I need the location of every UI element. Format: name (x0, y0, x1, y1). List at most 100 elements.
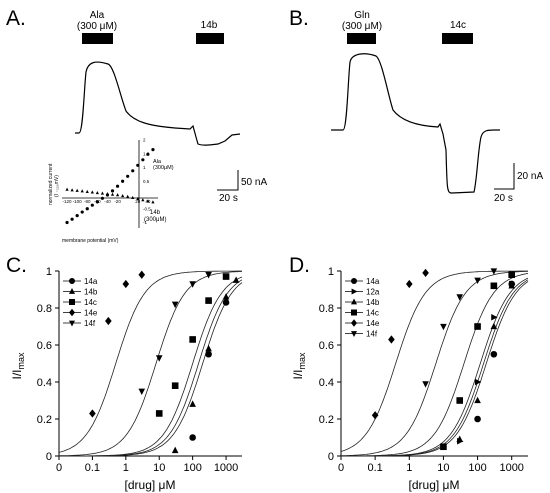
inset-point (136, 163, 140, 167)
d-y-tick-label: 0.4 (319, 377, 334, 389)
inset-point (95, 190, 99, 195)
c-legend-marker (69, 288, 75, 294)
gln-bar-label: Gln (354, 10, 370, 21)
d-legend-label: 12a (366, 288, 380, 297)
c-point (189, 434, 196, 441)
inset-point (115, 184, 120, 188)
d-point (474, 396, 481, 404)
d-point (474, 378, 482, 386)
c-legend-label: 14f (84, 319, 96, 328)
d-fit-curve (340, 273, 529, 457)
c-y-ticks: 0 0.2 0.4 0.6 0.8 1 (37, 266, 59, 463)
d-y-tick-label: 0.6 (319, 340, 334, 352)
c-point (222, 293, 230, 300)
inset-point (100, 196, 105, 200)
inset-point (70, 188, 74, 192)
c-legend-label: 14c (84, 298, 97, 307)
c-y-tick-label: 0.6 (37, 340, 52, 352)
c-point (189, 281, 196, 288)
c-y-label-sub: max (16, 352, 26, 370)
panel-letter-d: D. (289, 254, 310, 277)
inset-y-tick-label: 1.5 (143, 151, 150, 156)
inset-point (121, 193, 125, 198)
d-legend-marker (351, 319, 357, 327)
d-point (490, 350, 498, 358)
d-point (422, 268, 429, 277)
inset-y-label: normalized current (48, 163, 54, 205)
c-point (205, 272, 212, 279)
d-x-label: [drug] μM (409, 478, 460, 492)
inset-point (126, 194, 130, 198)
inset-point (85, 189, 89, 193)
d-legend-marker (351, 278, 357, 284)
c-fit-curves (58, 270, 243, 457)
inset-point (141, 158, 145, 162)
gln-current-trace (331, 53, 500, 194)
d-legend-marker (351, 309, 357, 316)
d-point (474, 277, 481, 285)
c-x-tick-label: 0 (56, 462, 62, 474)
inset-point (151, 200, 155, 204)
d-y-tick-label: 1 (328, 266, 334, 278)
d-y-label: I/Imax (291, 352, 307, 380)
d-fit-curve (340, 270, 528, 452)
ala-bar-label: Ala (90, 10, 105, 21)
inset-x-tick-label: -40 (104, 199, 111, 204)
d-point (508, 282, 516, 289)
d-legend-marker (351, 298, 357, 305)
inset-y-tick-label: 1 (143, 165, 146, 170)
c-point (138, 270, 146, 279)
inset-point (121, 179, 125, 183)
inset-point (75, 214, 79, 218)
chart-c: 00.20.40.60.81 0 0.1 1 10 100 1000 14a14b14c1… (10, 266, 243, 492)
c-y-tick-label: 1 (46, 266, 52, 278)
c-y-tick-label: 0 (46, 451, 52, 463)
c-y-tick-label: 0.2 (37, 414, 52, 426)
panel-letter-a: A. (6, 7, 26, 30)
d-x-tick-label: 0.1 (367, 462, 382, 474)
c-data-marks (89, 270, 240, 454)
d-x-tick-label: 100 (468, 462, 486, 474)
inset-x-tick-label: -100 (73, 199, 83, 204)
inset-point (75, 188, 79, 192)
inset-point (110, 189, 115, 193)
c-point (105, 316, 112, 326)
c-point (232, 276, 240, 283)
inset-y-tick-label: -1 (143, 220, 147, 225)
inset-point (90, 203, 94, 207)
d-y-tick-label: 0 (328, 451, 334, 463)
d-point (456, 294, 464, 301)
c-point (222, 273, 230, 280)
inset-y-tick-label: -0.5 (143, 206, 151, 211)
inset-x-label: membrane potential (mV) (62, 238, 119, 244)
c-point (189, 336, 196, 343)
inset-point (146, 152, 150, 156)
d-legend-label: 14f (366, 330, 378, 339)
inset-14b-concentration: (300μM) (144, 217, 166, 223)
inset-point (131, 169, 135, 173)
c-point (155, 410, 163, 417)
iv-inset: -120-100-80-60-40-202040 21.510.5-0.5-1 … (48, 138, 174, 245)
d-point (371, 411, 379, 420)
inset-point (90, 190, 94, 194)
inset-point (70, 217, 74, 221)
c-point (89, 409, 96, 418)
panel-letter-c: C. (6, 254, 27, 277)
14b-application-bar (196, 33, 224, 44)
c-legend-label: 14a (84, 277, 98, 286)
inset-point (126, 174, 130, 178)
d-point (388, 335, 395, 344)
svg-text:I/Imax: I/Imax (10, 352, 26, 380)
d-legend-label: 14c (366, 309, 379, 318)
c-point (189, 400, 196, 407)
d-point (422, 381, 429, 388)
inset-x-tick-label: -20 (114, 199, 121, 204)
d-y-label-main: I/I (291, 370, 305, 380)
c-point (171, 301, 179, 309)
a-scale-time: 20 s (219, 193, 238, 204)
d-point (491, 313, 498, 321)
inset-x-tick-label: 20 (135, 199, 141, 204)
